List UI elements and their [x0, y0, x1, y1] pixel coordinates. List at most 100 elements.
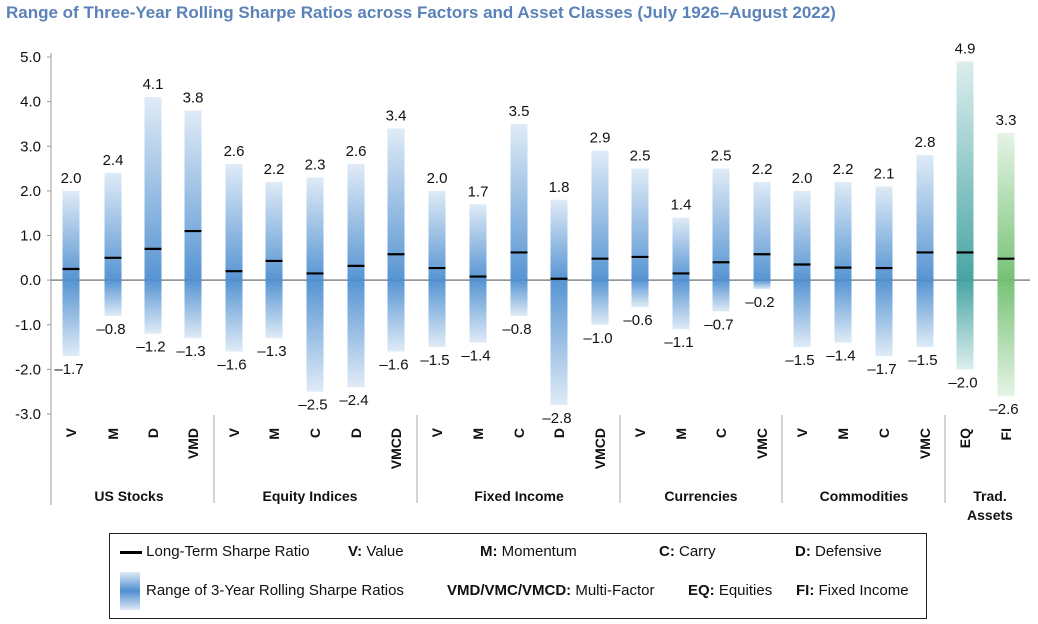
group-label: Commodities: [820, 488, 909, 504]
max-label: 2.6: [224, 143, 245, 160]
y-tick-label: -2.0: [15, 361, 41, 378]
legend-c-text: Carry: [674, 543, 716, 560]
legend-value: V: Value: [348, 543, 404, 560]
legend: Long-Term Sharpe Ratio V: Value M: Momen…: [109, 533, 927, 619]
max-label: 1.8: [549, 179, 570, 196]
min-label: –1.7: [54, 361, 83, 378]
group-label: Trad. Assets: [967, 488, 1013, 523]
max-label: 1.4: [671, 197, 692, 214]
max-label: 1.7: [468, 183, 489, 200]
y-tick-label: -3.0: [15, 406, 41, 423]
legend-m-key: M:: [480, 543, 498, 560]
min-label: –0.8: [96, 321, 125, 338]
y-tick-label: 5.0: [20, 49, 41, 66]
category-label: V: [794, 427, 810, 437]
category-label: FI: [998, 428, 1014, 440]
min-label: –2.6: [989, 401, 1018, 418]
min-label: –0.8: [502, 321, 531, 338]
range-bar: [144, 97, 162, 334]
min-label: –1.4: [826, 348, 855, 365]
min-label: –0.7: [704, 316, 733, 333]
range-bar: [184, 110, 202, 339]
min-label: –1.6: [217, 357, 246, 374]
range-bar: [510, 123, 528, 316]
min-label: –2.4: [339, 392, 368, 409]
y-tick-label: 3.0: [20, 138, 41, 155]
group-label: Currencies: [664, 488, 737, 504]
legend-v-key: V:: [348, 543, 363, 560]
legend-range: Range of 3-Year Rolling Sharpe Ratios: [146, 582, 404, 599]
legend-fi-key: FI:: [796, 582, 815, 599]
min-label: –1.5: [908, 352, 937, 369]
range-bar: [956, 61, 974, 370]
max-label: 2.4: [103, 152, 124, 169]
category-label: VMCD: [388, 428, 404, 469]
category-label: C: [713, 428, 729, 438]
range-bar: [916, 155, 934, 348]
range-bar: [631, 168, 649, 307]
legend-defensive: D: Defensive: [795, 543, 882, 560]
max-label: 3.8: [183, 90, 204, 107]
legend-momentum: M: Momentum: [480, 543, 577, 560]
max-label: 2.2: [833, 161, 854, 178]
legend-m-text: Momentum: [497, 543, 577, 560]
category-label: D: [348, 428, 364, 438]
legend-fixed-income: FI: Fixed Income: [796, 582, 909, 599]
range-bar: [753, 181, 771, 290]
category-label: V: [226, 427, 242, 437]
chart-title: Range of Three-Year Rolling Sharpe Ratio…: [6, 3, 836, 22]
category-label: V: [63, 427, 79, 437]
min-label: –1.3: [257, 343, 286, 360]
min-label: –1.1: [664, 334, 693, 351]
max-label: 2.2: [752, 161, 773, 178]
category-label: VMC: [917, 428, 933, 459]
legend-c-key: C:: [659, 543, 675, 560]
category-label: M: [835, 428, 851, 440]
range-bar: [469, 204, 487, 343]
category-label: C: [307, 428, 323, 438]
max-label: 2.3: [305, 156, 326, 173]
legend-mf-key: VMD/VMC/VMCD:: [447, 582, 572, 599]
range-bar: [793, 190, 811, 348]
category-label: M: [673, 428, 689, 440]
range-bar: [550, 199, 568, 406]
category-label: VMCD: [592, 428, 608, 469]
sharpe-range-chart: 5.0 4.0 3.0 2.0 1.0 0.0 -1.0 -2.0 -3.0 US Stocks…: [15, 40, 1030, 523]
legend-eq-key: EQ:: [688, 582, 715, 599]
max-label: 3.4: [386, 107, 407, 124]
legend-d-key: D:: [795, 543, 811, 560]
range-bar: [104, 173, 122, 316]
legend-long-term-label: Long-Term Sharpe Ratio: [146, 543, 310, 560]
max-label: 2.9: [590, 130, 611, 147]
category-label: C: [876, 428, 892, 438]
y-tick-label: 1.0: [20, 228, 41, 245]
range-bar: [62, 190, 80, 356]
min-label: –2.0: [948, 374, 977, 391]
max-label: 2.0: [792, 170, 813, 187]
category-label: M: [470, 428, 486, 440]
legend-equities: EQ: Equities: [688, 582, 772, 599]
category-label: D: [145, 428, 161, 438]
min-label: –2.8: [542, 410, 571, 427]
y-tick-label: 2.0: [20, 183, 41, 200]
max-label: 2.1: [874, 165, 895, 182]
min-label: –1.6: [379, 357, 408, 374]
category-label: V: [632, 427, 648, 437]
max-label: 2.8: [915, 134, 936, 151]
max-label: 4.9: [955, 40, 976, 57]
max-label: 2.5: [630, 148, 651, 165]
min-label: –1.3: [176, 343, 205, 360]
min-label: –1.7: [867, 361, 896, 378]
max-label: 2.0: [427, 170, 448, 187]
max-label: 3.5: [509, 103, 530, 120]
long-term-line-icon: [120, 550, 142, 554]
category-label: EQ: [957, 428, 973, 448]
min-label: –1.5: [785, 352, 814, 369]
category-label: M: [105, 428, 121, 440]
range-bar: [834, 181, 852, 343]
min-label: –0.2: [745, 294, 774, 311]
max-label: 3.3: [996, 112, 1017, 129]
legend-eq-text: Equities: [714, 582, 773, 599]
max-label: 4.1: [143, 76, 164, 93]
y-tick-label: -1.0: [15, 317, 41, 334]
